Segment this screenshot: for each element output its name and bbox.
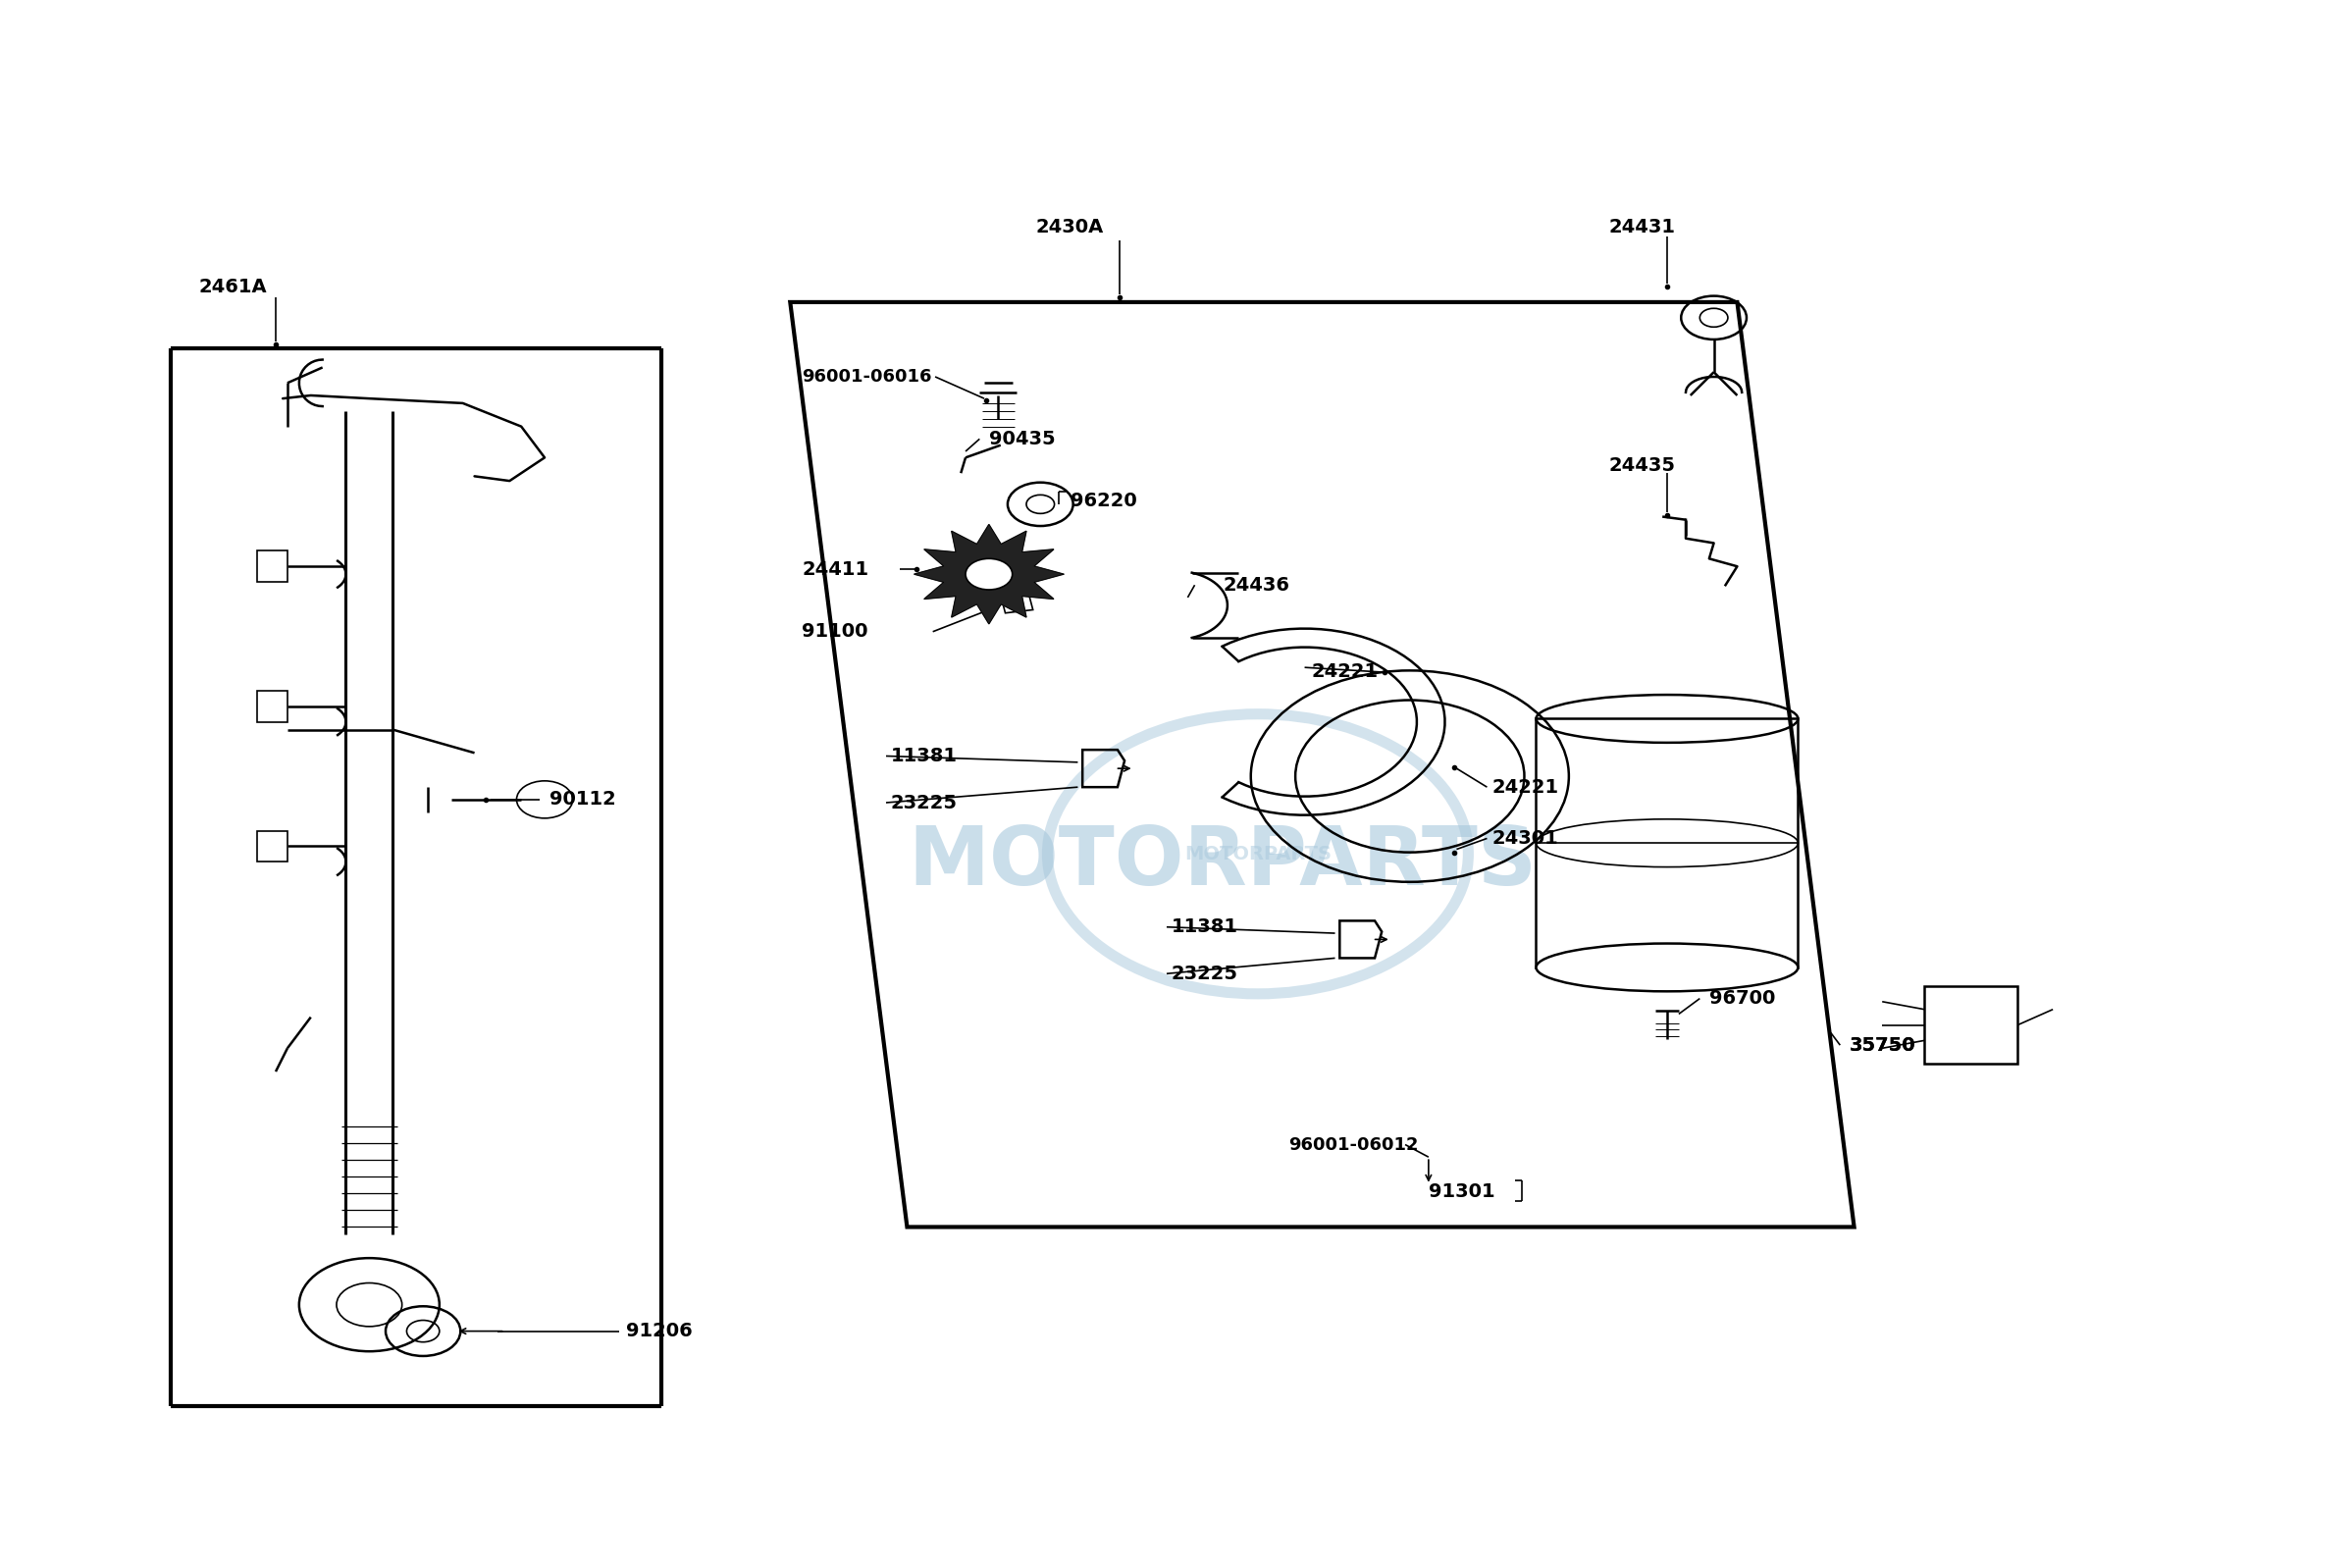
Text: 23225: 23225 [1171,964,1237,983]
Text: 23225: 23225 [891,793,957,812]
Polygon shape [915,524,1063,624]
Bar [1924,986,2018,1063]
Text: 24301: 24301 [1491,829,1557,848]
Text: 11381: 11381 [1171,917,1237,936]
Text: 91301: 91301 [1428,1182,1496,1201]
Text: 24411: 24411 [802,560,868,579]
Bar [1002,594,1033,613]
Text: 96220: 96220 [1070,492,1138,511]
Bar [1536,718,1797,967]
Ellipse shape [1536,944,1797,991]
Bar [256,550,287,582]
Text: 24221: 24221 [1312,663,1378,682]
Text: 24221: 24221 [1491,778,1559,797]
Text: MOTORPARTS: MOTORPARTS [908,822,1538,902]
Bar [256,691,287,721]
Text: 35750: 35750 [1849,1036,1917,1054]
Text: 24431: 24431 [1609,218,1675,237]
Text: 90112: 90112 [550,790,616,809]
Text: 24436: 24436 [1223,575,1289,594]
Text: 24435: 24435 [1609,456,1675,475]
Text: 96001-06016: 96001-06016 [802,368,931,386]
Text: 96001-06012: 96001-06012 [1289,1135,1418,1154]
Text: 2430A: 2430A [1035,218,1103,237]
Text: 91100: 91100 [802,622,868,641]
Text: 96700: 96700 [1710,989,1776,1008]
Text: 90435: 90435 [988,430,1056,448]
Bar [256,831,287,862]
Text: 2461A: 2461A [198,278,266,296]
Text: 35750: 35750 [1849,1036,1917,1054]
Circle shape [967,558,1011,590]
Text: 91206: 91206 [626,1322,694,1341]
Text: MOTORPARTS: MOTORPARTS [1185,845,1331,864]
Text: 11381: 11381 [891,746,957,765]
